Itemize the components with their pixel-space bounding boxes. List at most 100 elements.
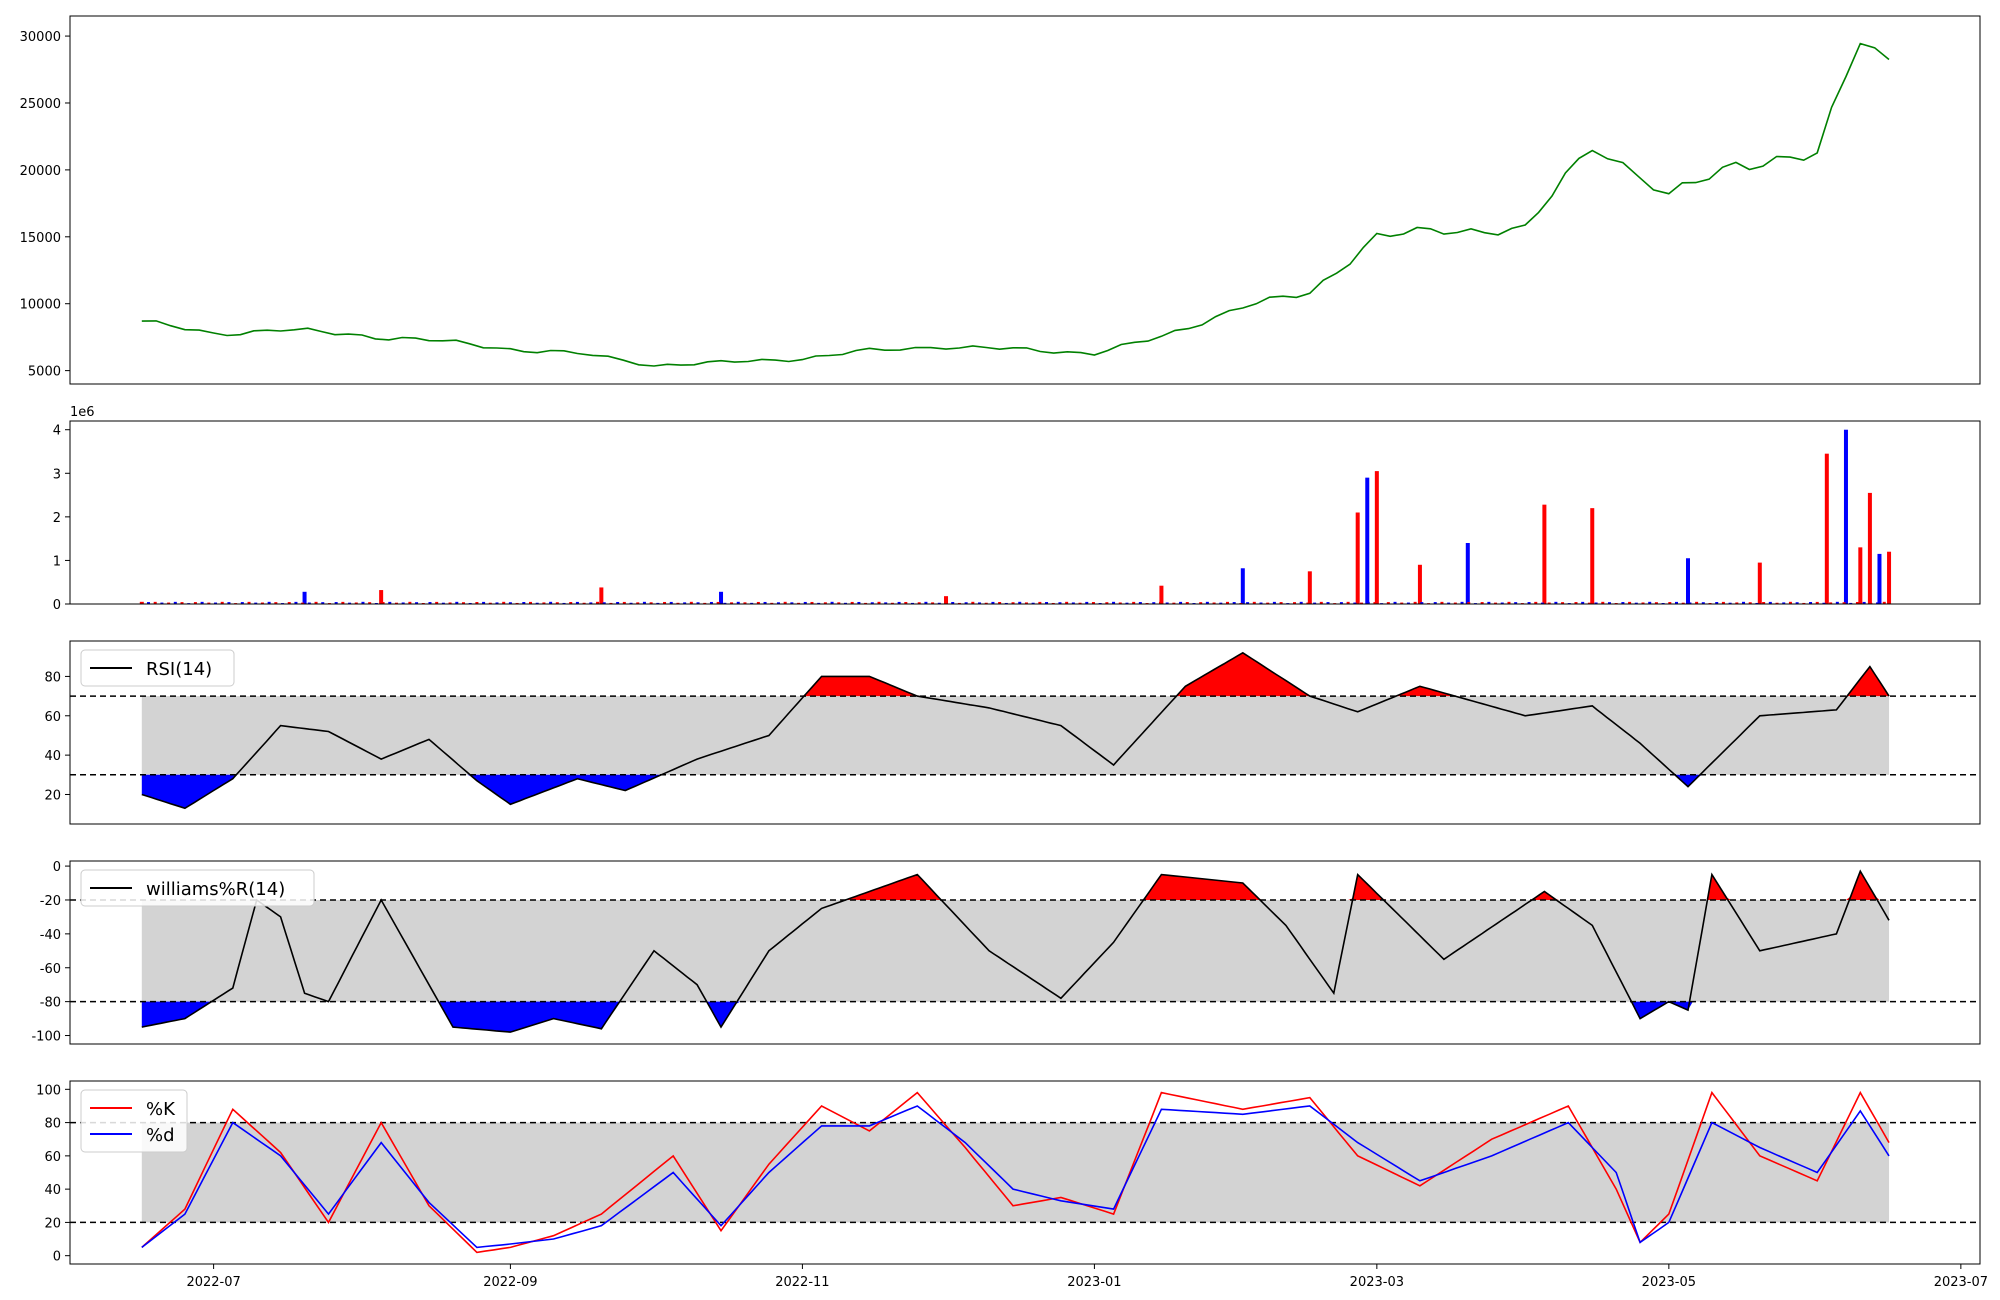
volume-bar-minor [1809, 601, 1813, 604]
y-tick-label-1: 1 [53, 554, 61, 569]
stochastic-plot-area [70, 1090, 1980, 1254]
volume-bar-minor [991, 601, 995, 604]
volume-plot-area [139, 429, 1892, 604]
williams-legend-label: williams%R(14) [146, 879, 285, 900]
volume-bar-minor [1353, 602, 1357, 604]
volume-bar-minor [1822, 602, 1826, 604]
volume-bar-minor [944, 601, 948, 604]
rsi-y-ticks: 20 40 60 80 [44, 670, 70, 803]
volume-bar-minor [1299, 601, 1303, 604]
volume-bar-minor [408, 601, 412, 604]
volume-bar-minor [1185, 602, 1189, 604]
volume-bar-minor [937, 602, 941, 604]
volume-bar-minor [334, 602, 338, 604]
volume-bar [1858, 547, 1863, 604]
volume-bar-minor [562, 602, 566, 604]
x-tick-label-4: 2023-03 [1350, 1275, 1404, 1290]
volume-bar-minor [1587, 602, 1591, 604]
volume-bar [1590, 508, 1595, 604]
volume-bar-minor [428, 602, 432, 604]
y-tick-label-0: 20 [44, 788, 61, 803]
volume-bar-minor [998, 602, 1002, 604]
volume-bar-minor [448, 602, 452, 604]
volume-bar-minor [394, 602, 398, 604]
volume-bar [1159, 585, 1164, 604]
volume-bar-minor [931, 602, 935, 604]
volume-bar-minor [843, 602, 847, 604]
williams-plot-area [70, 869, 1980, 1033]
volume-bar-minor [381, 602, 385, 604]
volume-bar-minor [1051, 602, 1055, 604]
volume-bar-minor [1018, 601, 1022, 604]
volume-bar-minor [622, 601, 626, 604]
y-tick-label-3: 80 [44, 670, 61, 685]
volume-bar-minor [1038, 601, 1042, 604]
volume-bar-minor [957, 602, 961, 604]
volume-bar-minor [1788, 601, 1792, 604]
volume-bar [1887, 551, 1892, 604]
volume-bar-minor [830, 601, 834, 604]
volume-bar-minor [1406, 602, 1410, 604]
volume-bar-minor [1768, 601, 1772, 604]
volume-bar [1307, 571, 1312, 604]
volume-bar [719, 591, 724, 604]
volume-bar-minor [260, 602, 264, 604]
williams-legend-box [80, 869, 315, 907]
volume-bar-minor [240, 602, 244, 604]
volume-bar-minor [220, 601, 224, 604]
x-tick-label-6: 2023-07 [1934, 1275, 1988, 1290]
volume-bar-minor [1272, 601, 1276, 604]
x-tick-label-1: 2022-09 [483, 1275, 537, 1290]
volume-bar-minor [1735, 602, 1739, 604]
volume-bar-minor [1420, 602, 1424, 604]
volume-bar-minor [415, 602, 419, 604]
stochastic-k-line [141, 1090, 1890, 1254]
y-tick-label-3: -40 [40, 928, 61, 943]
volume-bar-minor [1098, 602, 1102, 604]
volume-bar-minor [877, 601, 881, 604]
x-tick-label-2: 2022-11 [775, 1275, 829, 1290]
volume-bar-minor [1313, 602, 1317, 604]
volume-bar-minor [153, 601, 157, 604]
volume-bar [1542, 504, 1547, 604]
volume-bar-minor [696, 602, 700, 604]
volume-bar-minor [709, 601, 713, 604]
volume-bar-minor [884, 602, 888, 604]
volume-bar-minor [1004, 602, 1008, 604]
volume-bar-minor [1373, 602, 1377, 604]
volume-bar [1417, 564, 1422, 604]
volume-bar-minor [636, 602, 640, 604]
volume-bar-minor [810, 601, 814, 604]
volume-bar-minor [180, 602, 184, 604]
volume-bar-minor [723, 602, 727, 604]
volume-bar-minor [1205, 601, 1209, 604]
y-tick-label-4: 80 [44, 1117, 61, 1132]
price-axes-frame [69, 15, 1981, 385]
rsi-legend-box [80, 649, 235, 687]
rsi-legend-label: RSI(14) [146, 659, 212, 680]
volume-bar-minor [1058, 602, 1062, 604]
stochastic-panel: 0 20 40 60 80 100 %K %d [36, 1080, 1981, 1265]
volume-bar-minor [200, 601, 204, 604]
volume-bar-minor [1681, 602, 1685, 604]
volume-bar-minor [529, 601, 533, 604]
y-tick-label-3: 20000 [20, 164, 61, 179]
volume-bar-minor [1755, 602, 1759, 604]
y-tick-label-1: -80 [40, 996, 61, 1011]
volume-bar-minor [1547, 602, 1551, 604]
volume-bar-minor [649, 602, 653, 604]
volume-bar-minor [1581, 601, 1585, 604]
volume-bar-minor [736, 601, 740, 604]
volume-bar-minor [971, 601, 975, 604]
volume-bar-minor [911, 602, 915, 604]
williams-axes-frame [69, 860, 1981, 1045]
williams-overbought-fill [141, 871, 1889, 900]
volume-bar-minor [984, 602, 988, 604]
volume-bar-minor [1574, 602, 1578, 604]
volume-bar-minor [978, 602, 982, 604]
williams-oversold-fill [141, 1001, 1889, 1033]
volume-bar-minor [1855, 601, 1859, 604]
volume-bar-minor [555, 602, 559, 604]
volume-bar-minor [770, 602, 774, 604]
